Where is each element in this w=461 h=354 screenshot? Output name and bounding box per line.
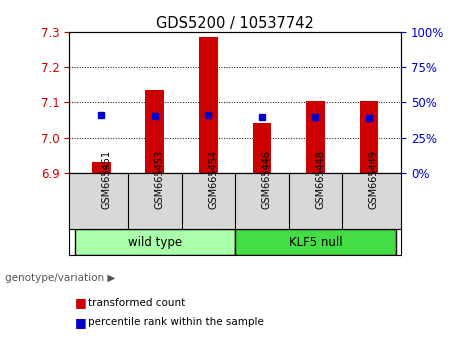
Text: genotype/variation ▶: genotype/variation ▶ (5, 273, 115, 283)
Text: GSM665451: GSM665451 (101, 150, 111, 209)
Bar (253, 123, 271, 173)
Text: GSM665454: GSM665454 (208, 150, 219, 209)
Bar (199, 37, 218, 173)
Text: transformed count: transformed count (88, 298, 185, 308)
Text: ■: ■ (75, 296, 87, 309)
Bar (92, 161, 111, 173)
Bar (145, 90, 164, 173)
Title: GDS5200 / 10537742: GDS5200 / 10537742 (156, 16, 314, 31)
Bar (306, 101, 325, 173)
Text: KLF5 null: KLF5 null (289, 235, 342, 249)
Bar (360, 101, 378, 173)
Text: wild type: wild type (128, 235, 182, 249)
Text: GSM665449: GSM665449 (369, 150, 379, 209)
Text: percentile rank within the sample: percentile rank within the sample (88, 317, 264, 327)
Bar (75, 229, 235, 255)
Text: GSM665448: GSM665448 (315, 150, 325, 209)
Text: GSM665453: GSM665453 (155, 150, 165, 209)
Text: GSM665446: GSM665446 (262, 150, 272, 209)
Bar (235, 229, 396, 255)
Text: ■: ■ (75, 316, 87, 329)
